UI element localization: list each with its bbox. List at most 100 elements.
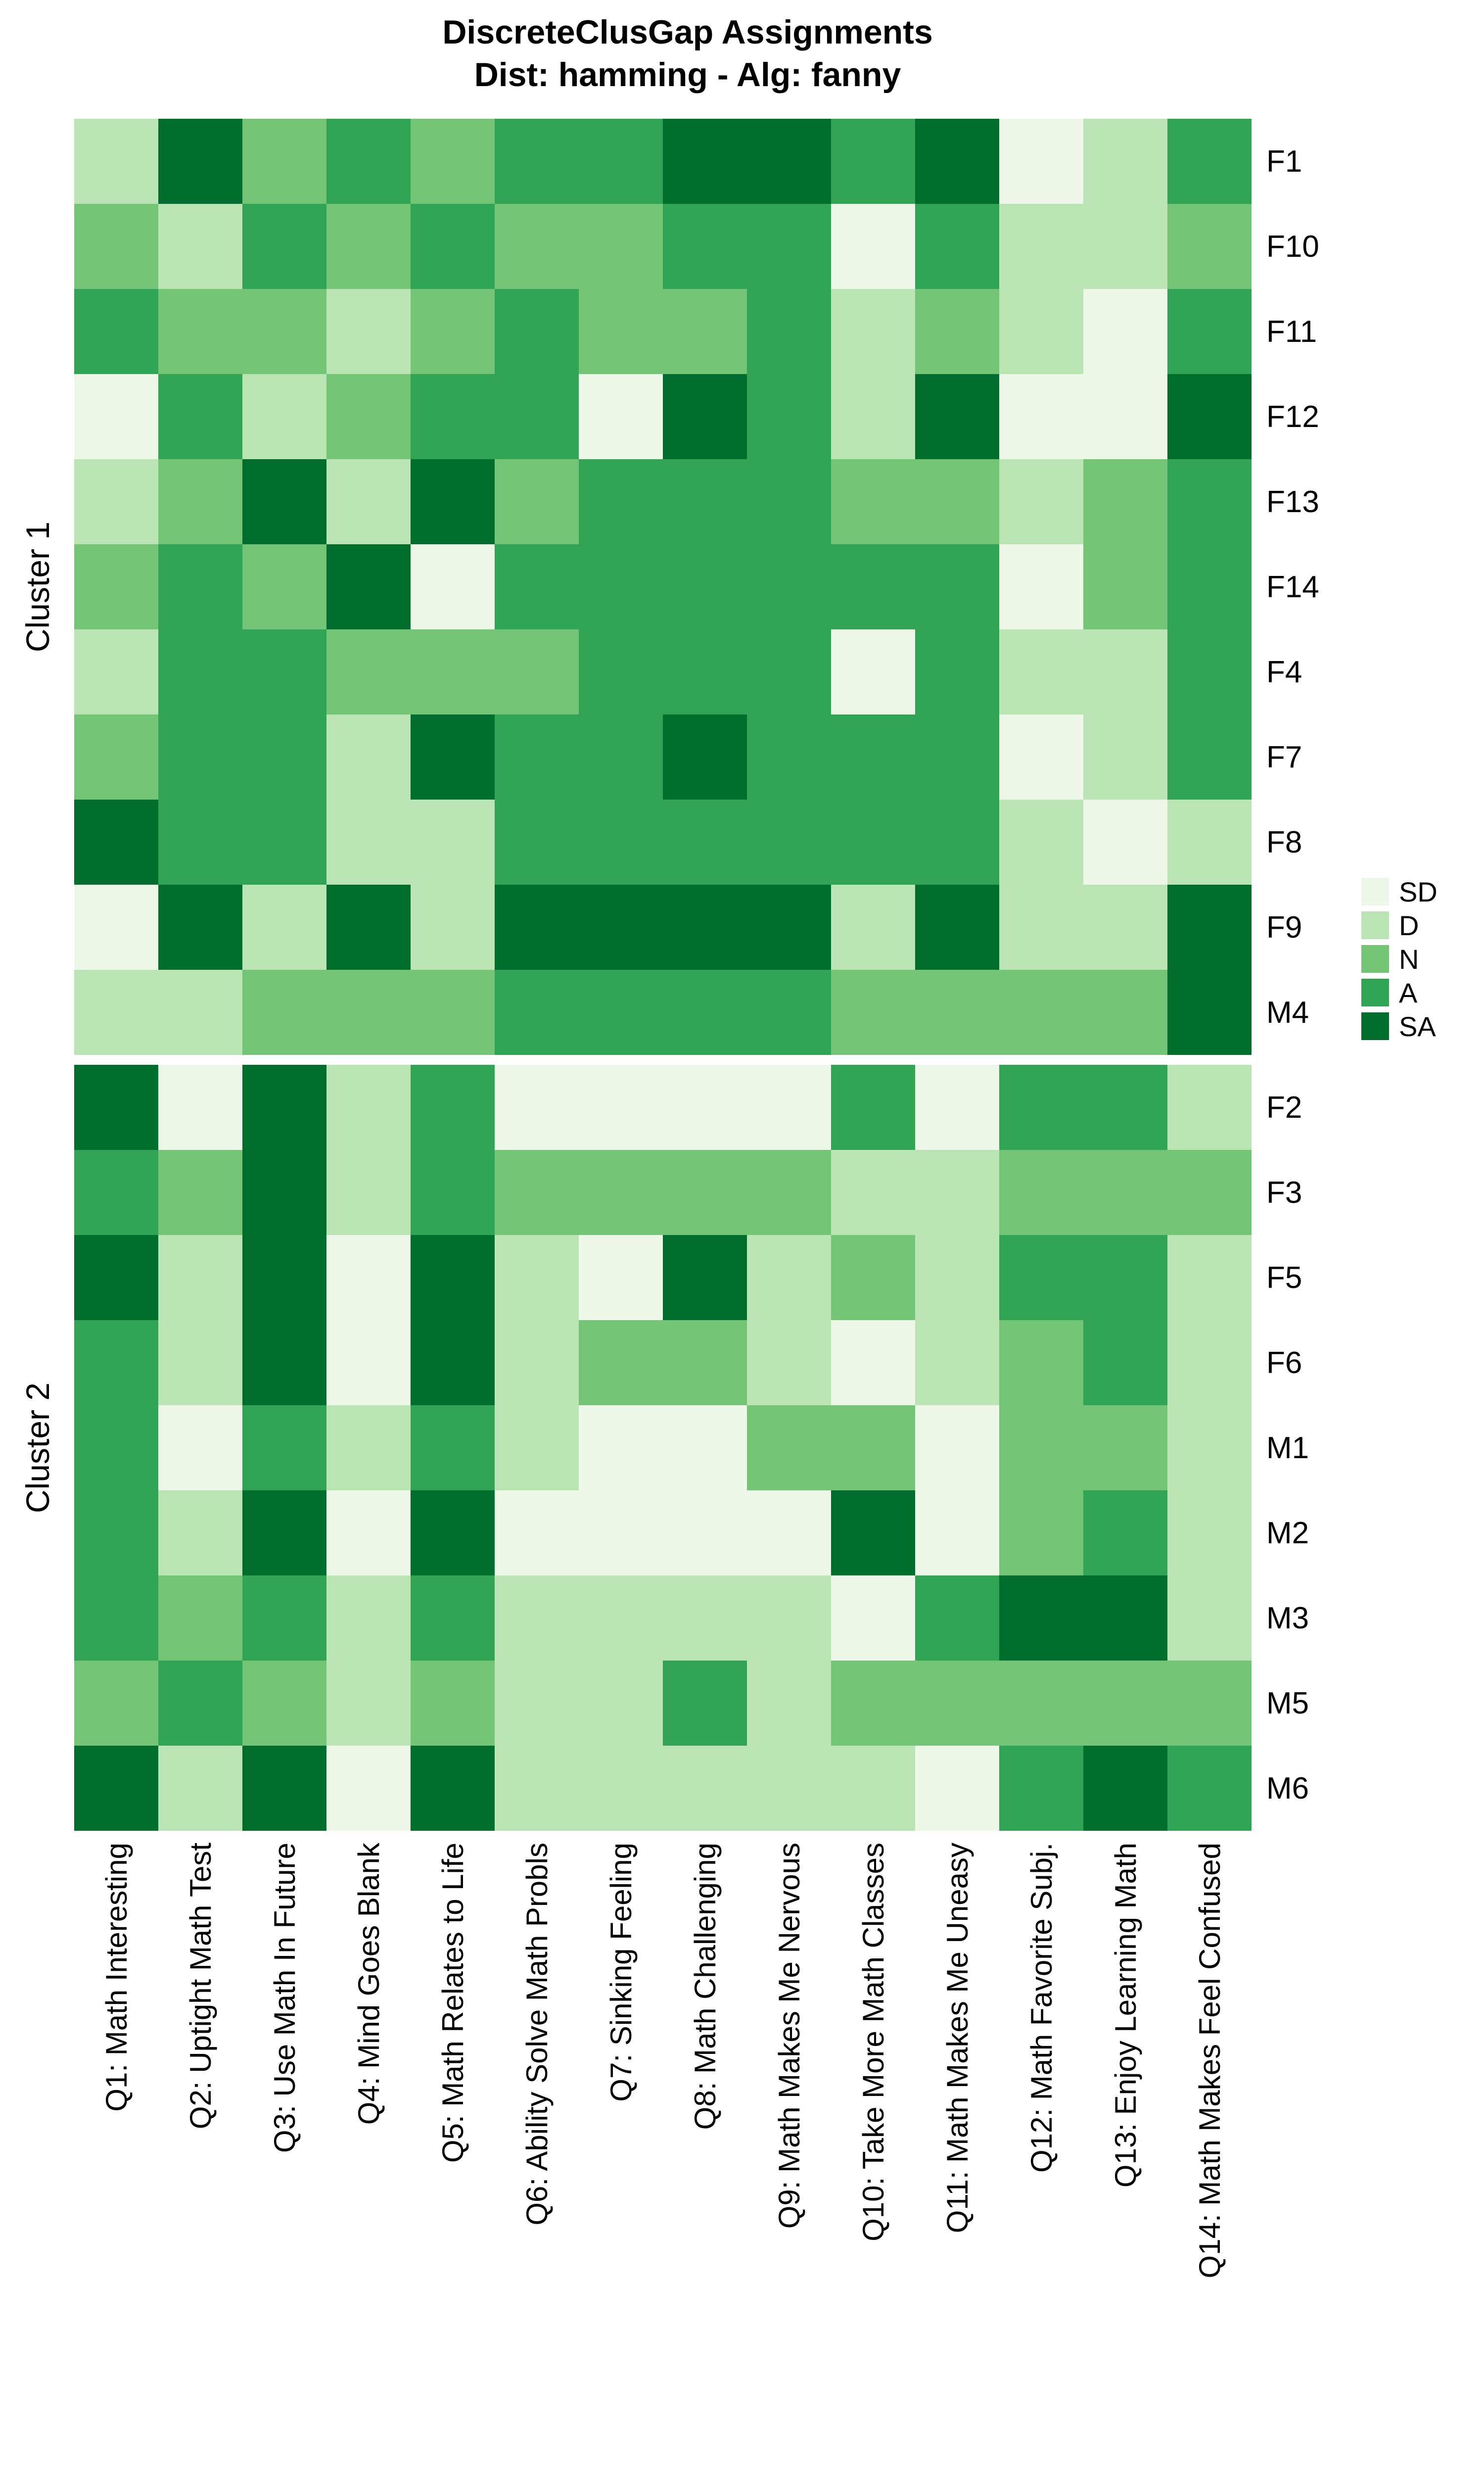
- heatmap-cell-F1-q9: [747, 119, 831, 204]
- row-label-F13: F13: [1266, 484, 1319, 519]
- heatmap-cell-F8-q5: [411, 800, 495, 885]
- heatmap-cell-F3-q1: [74, 1150, 158, 1235]
- row-label-M3: M3: [1266, 1601, 1309, 1635]
- heatmap-cell-M2-q9: [747, 1490, 831, 1575]
- heatmap-cell-F14-q10: [831, 544, 915, 629]
- legend-entry-SD: SD: [1361, 875, 1438, 908]
- row-label-M5: M5: [1266, 1686, 1309, 1720]
- heatmap-cell-F14-q5: [411, 544, 495, 629]
- heatmap-cell-F10-q7: [579, 204, 663, 289]
- heatmap-cell-M1-q4: [326, 1405, 411, 1490]
- heatmap-cell-F6-q9: [747, 1320, 831, 1405]
- heatmap-cell-M4-q14: [1167, 970, 1252, 1055]
- heatmap-cell-F9-q1: [74, 885, 158, 970]
- heatmap-cell-F9-q12: [999, 885, 1083, 970]
- legend-label-N: N: [1399, 943, 1419, 975]
- column-label-text-q3: Q3: Use Math In Future: [268, 1843, 301, 2153]
- heatmap-cell-M4-q6: [495, 970, 579, 1055]
- legend-swatch-D: [1361, 911, 1389, 939]
- heatmap-cell-M2-q5: [411, 1490, 495, 1575]
- heatmap-cell-F3-q5: [411, 1150, 495, 1235]
- heatmap-cell-F2-q9: [747, 1065, 831, 1150]
- heatmap-cell-F3-q11: [915, 1150, 999, 1235]
- row-label-F6: F6: [1266, 1345, 1302, 1380]
- heatmap-cell-F6-q12: [999, 1320, 1083, 1405]
- heatmap-cell-F6-q14: [1167, 1320, 1252, 1405]
- heatmap-cell-F13-q3: [242, 459, 326, 544]
- heatmap-cell-F14-q9: [747, 544, 831, 629]
- heatmap-cell-M6-q7: [579, 1746, 663, 1831]
- heatmap-cell-M3-q12: [999, 1575, 1083, 1661]
- heatmap-cell-F10-q12: [999, 204, 1083, 289]
- row-label-F14: F14: [1266, 570, 1319, 604]
- heatmap-cell-M3-q14: [1167, 1575, 1252, 1661]
- row-label-F1: F1: [1266, 144, 1302, 179]
- heatmap-cell-F14-q6: [495, 544, 579, 629]
- heatmap-cell-M6-q6: [495, 1746, 579, 1831]
- heatmap-cell-F13-q9: [747, 459, 831, 544]
- heatmap-cell-F10-q4: [326, 204, 411, 289]
- heatmap-cell-F13-q5: [411, 459, 495, 544]
- heatmap-cell-M1-q10: [831, 1405, 915, 1490]
- heatmap-cell-F6-q11: [915, 1320, 999, 1405]
- heatmap-cell-M1-q7: [579, 1405, 663, 1490]
- row-label-M4: M4: [1266, 995, 1309, 1030]
- heatmap-cell-M5-q9: [747, 1661, 831, 1746]
- heatmap-cell-F5-q11: [915, 1235, 999, 1320]
- heatmap-cell-M1-q8: [663, 1405, 747, 1490]
- heatmap-cell-M2-q14: [1167, 1490, 1252, 1575]
- heatmap-cell-F12-q9: [747, 374, 831, 459]
- legend-label-SA: SA: [1399, 1010, 1436, 1042]
- heatmap-cell-F13-q4: [326, 459, 411, 544]
- heatmap-cell-F7-q9: [747, 714, 831, 800]
- column-label-text-q13: Q13: Enjoy Learning Math: [1109, 1843, 1142, 2188]
- heatmap-cell-F6-q7: [579, 1320, 663, 1405]
- column-label-text-q8: Q8: Math Challenging: [688, 1843, 722, 2130]
- column-label-q10: Q10: Take More Math Classes: [831, 1843, 915, 2241]
- heatmap-cell-M6-q5: [411, 1746, 495, 1831]
- heatmap-cell-F1-q11: [915, 119, 999, 204]
- heatmap-cell-F5-q2: [158, 1235, 242, 1320]
- heatmap-cell-M1-q9: [747, 1405, 831, 1490]
- heatmap-cell-M3-q1: [74, 1575, 158, 1661]
- heatmap-cell-F11-q13: [1083, 289, 1167, 374]
- legend-entry-N: N: [1361, 942, 1438, 976]
- heatmap-cell-F1-q6: [495, 119, 579, 204]
- heatmap-cell-F12-q14: [1167, 374, 1252, 459]
- heatmap-cell-M4-q12: [999, 970, 1083, 1055]
- column-label-q12: Q12: Math Favorite Subj.: [999, 1843, 1083, 2173]
- heatmap-cell-F8-q9: [747, 800, 831, 885]
- heatmap-cell-F3-q7: [579, 1150, 663, 1235]
- heatmap-cell-M6-q9: [747, 1746, 831, 1831]
- row-label-M6: M6: [1266, 1771, 1309, 1806]
- heatmap-cell-M4-q1: [74, 970, 158, 1055]
- row-label-F10: F10: [1266, 229, 1319, 264]
- heatmap-cell-M4-q3: [242, 970, 326, 1055]
- heatmap-cell-F9-q8: [663, 885, 747, 970]
- heatmap-cell-F7-q5: [411, 714, 495, 800]
- heatmap-cell-F12-q2: [158, 374, 242, 459]
- heatmap-cell-F13-q7: [579, 459, 663, 544]
- column-label-text-q2: Q2: Uptight Math Test: [184, 1843, 217, 2130]
- column-label-q4: Q4: Mind Goes Blank: [326, 1843, 411, 2125]
- heatmap-cell-F13-q8: [663, 459, 747, 544]
- row-label-F5: F5: [1266, 1260, 1302, 1295]
- heatmap-cell-M3-q13: [1083, 1575, 1167, 1661]
- heatmap-cell-M6-q10: [831, 1746, 915, 1831]
- heatmap-cell-M4-q9: [747, 970, 831, 1055]
- heatmap-cell-F1-q14: [1167, 119, 1252, 204]
- heatmap-cell-M3-q5: [411, 1575, 495, 1661]
- heatmap-cell-M2-q6: [495, 1490, 579, 1575]
- heatmap-cell-F7-q6: [495, 714, 579, 800]
- heatmap-cell-F9-q13: [1083, 885, 1167, 970]
- column-label-q7: Q7: Sinking Feeling: [579, 1843, 663, 2102]
- heatmap-cell-F13-q1: [74, 459, 158, 544]
- heatmap-cell-F3-q12: [999, 1150, 1083, 1235]
- heatmap-cell-M5-q14: [1167, 1661, 1252, 1746]
- heatmap-cell-M2-q1: [74, 1490, 158, 1575]
- heatmap-cell-F4-q8: [663, 629, 747, 714]
- heatmap-cell-F7-q2: [158, 714, 242, 800]
- heatmap-cell-F2-q12: [999, 1065, 1083, 1150]
- heatmap-cell-M5-q4: [326, 1661, 411, 1746]
- heatmap-cell-F8-q1: [74, 800, 158, 885]
